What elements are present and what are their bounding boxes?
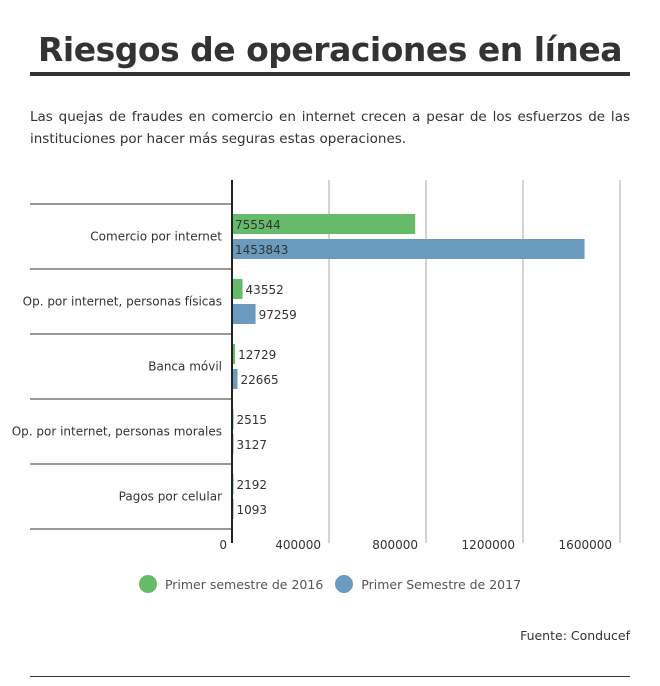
category-label: Pagos por celular <box>119 490 222 504</box>
bar-chart: Comercio por internet 755544 1453843 Op. po… <box>12 180 621 552</box>
legend-swatch-2016 <box>138 575 157 593</box>
data-label: 3127 <box>237 438 268 452</box>
chart-title: Riesgos de operaciones en línea <box>37 30 623 69</box>
data-label: 2192 <box>237 478 268 492</box>
bottom-divider <box>30 676 630 677</box>
legend-item-2017: Primer Semestre de 2017 <box>335 575 521 593</box>
data-label: 97259 <box>259 308 297 322</box>
legend-item-2016: Primer semestre de 2016 <box>138 575 324 593</box>
legend-label-2017: Primer Semestre de 2017 <box>361 576 522 592</box>
category-label: Op. por internet, personas físicas <box>23 295 222 309</box>
data-label: 1093 <box>237 503 268 517</box>
category-label: Op. por internet, personas morales <box>12 425 222 439</box>
x-tick-label: 1600000 <box>559 538 612 552</box>
source-note: Fuente: Conducef <box>520 628 630 643</box>
x-tick-label: 0 <box>219 538 227 552</box>
data-label: 755544 <box>235 218 281 232</box>
x-tick-label: 800000 <box>372 538 418 552</box>
data-label: 43552 <box>246 283 284 297</box>
category-label: Comercio por internet <box>90 230 222 244</box>
title-divider <box>30 72 630 76</box>
legend-label-2016: Primer semestre de 2016 <box>164 576 324 592</box>
bar-2016 <box>232 344 236 364</box>
bar-2016 <box>232 279 243 299</box>
legend-swatch-2017 <box>335 575 354 593</box>
data-label: 2515 <box>237 413 268 427</box>
data-label: 1453843 <box>235 243 288 257</box>
bar-2017 <box>232 369 238 389</box>
data-label: 22665 <box>240 373 278 387</box>
category-label: Banca móvil <box>148 360 222 374</box>
bar-2017 <box>232 239 585 259</box>
data-label: 12729 <box>238 348 276 362</box>
bar-2016 <box>232 214 416 234</box>
intro-text: Las quejas de fraudes en comercio en int… <box>30 109 630 147</box>
x-tick-label: 400000 <box>275 538 321 552</box>
chart-legend: Primer semestre de 2016 Primer Semestre … <box>0 575 660 593</box>
bar-2017 <box>232 304 256 324</box>
x-tick-label: 1200000 <box>462 538 515 552</box>
